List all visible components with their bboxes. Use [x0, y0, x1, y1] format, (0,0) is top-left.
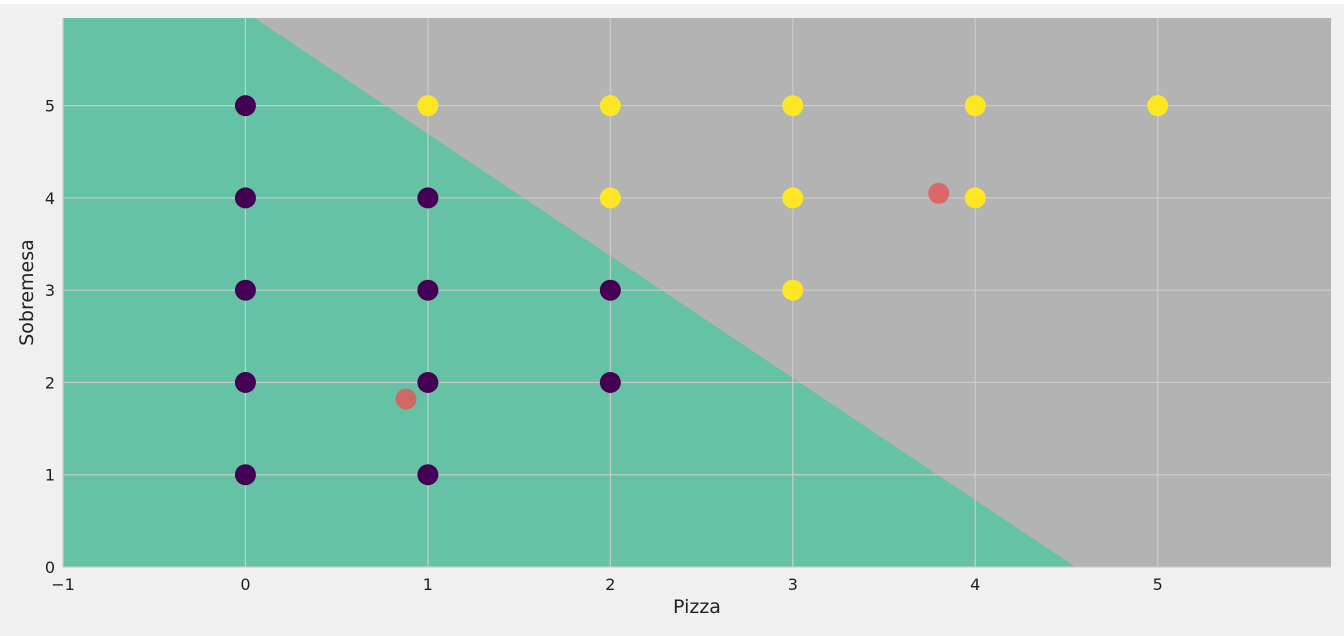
x-tick-label: 0: [240, 575, 250, 594]
y-axis-label: Sobremesa: [16, 239, 38, 346]
data-point: [599, 279, 621, 301]
data-point: [599, 187, 621, 209]
plot-area: [63, 18, 1331, 567]
data-point: [782, 279, 804, 301]
y-tick-label: 5: [45, 97, 55, 116]
data-point: [417, 279, 439, 301]
figure-top-strip: [0, 0, 1344, 4]
y-tick-label: 2: [45, 373, 55, 392]
y-tick-label: 0: [45, 558, 55, 577]
x-tick-label: 3: [788, 575, 798, 594]
data-point: [395, 388, 417, 410]
x-tick-label: −1: [51, 575, 75, 594]
x-tick-label: 1: [423, 575, 433, 594]
data-point: [234, 279, 256, 301]
x-tick-label: 2: [605, 575, 615, 594]
data-point: [782, 95, 804, 117]
data-point: [234, 464, 256, 486]
data-point: [234, 95, 256, 117]
data-point: [599, 371, 621, 393]
data-point: [417, 464, 439, 486]
data-point: [234, 187, 256, 209]
data-point: [964, 187, 986, 209]
x-tick-label: 4: [970, 575, 980, 594]
y-tick-label: 4: [45, 189, 55, 208]
y-tick-label: 1: [45, 466, 55, 485]
x-axis-label: Pizza: [673, 596, 721, 618]
y-axis-ticks: 0 1 2 3 4 5: [45, 97, 55, 577]
y-tick-label: 3: [45, 281, 55, 300]
data-point: [417, 187, 439, 209]
decision-region-left: [63, 18, 1076, 567]
data-point: [417, 371, 439, 393]
data-point: [234, 371, 256, 393]
x-tick-label: 5: [1153, 575, 1163, 594]
data-point: [1147, 95, 1169, 117]
data-point: [417, 95, 439, 117]
data-point: [599, 95, 621, 117]
data-point: [928, 182, 950, 204]
data-point: [782, 187, 804, 209]
data-point: [964, 95, 986, 117]
data-points: [234, 95, 1169, 486]
x-axis-ticks: −1 0 1 2 3 4 5: [51, 575, 1163, 594]
